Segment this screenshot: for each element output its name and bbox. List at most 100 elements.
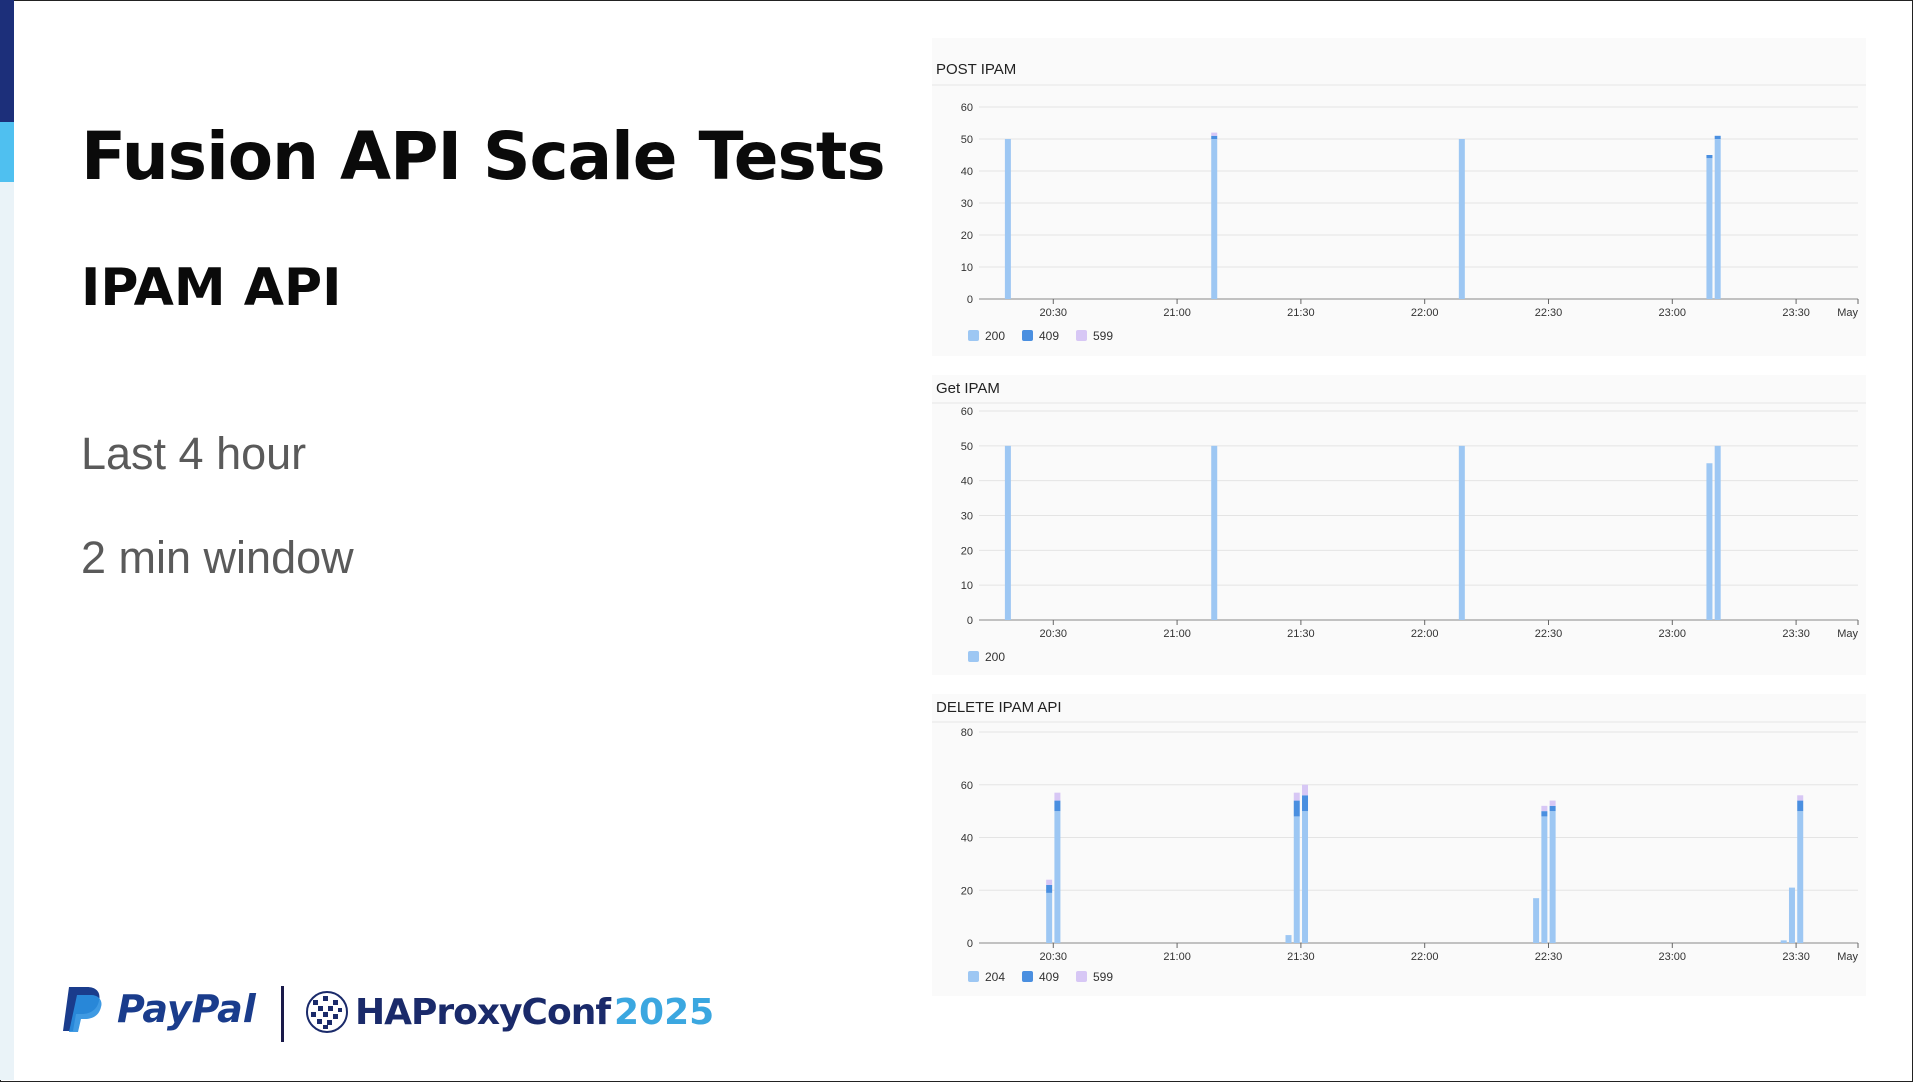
bar-409 xyxy=(1541,811,1548,817)
bar-204 xyxy=(1293,816,1300,943)
legend-label: 200 xyxy=(985,650,1005,664)
bar-204 xyxy=(1054,811,1061,943)
y-tick-label: 60 xyxy=(961,102,973,114)
delete-ipam-chart: DELETE IPAM API 0 20 40 60 80 20:30 21:00 21:30 2… xyxy=(932,699,1866,984)
bar-204 xyxy=(1285,935,1292,943)
bar-409 xyxy=(1302,795,1309,812)
paypal-wordmark: PayPal xyxy=(117,987,256,1031)
delete-ipam-chart-panel: DELETE IPAM API 0 20 40 60 80 20:30 21:00 21:30 2… xyxy=(932,694,1866,996)
bar-200 xyxy=(1004,445,1011,620)
y-tick-label: 0 xyxy=(967,615,973,627)
bar-409 xyxy=(1797,800,1804,812)
x-tick-label: 21:30 xyxy=(1287,307,1315,319)
accent-bar-light xyxy=(0,122,14,182)
bar-599 xyxy=(1541,805,1548,812)
bar-204 xyxy=(1780,940,1787,943)
y-tick-label: 50 xyxy=(961,134,973,146)
x-tick-label: 21:00 xyxy=(1163,307,1191,319)
x-tick-label: 21:00 xyxy=(1163,628,1191,640)
legend-swatch xyxy=(1076,971,1087,982)
x-tick-label: 23:00 xyxy=(1659,628,1687,640)
conference-year: 2025 xyxy=(614,991,715,1033)
bar-204 xyxy=(1788,887,1795,943)
y-tick-label: 20 xyxy=(961,230,973,242)
bar-599 xyxy=(1549,800,1556,806)
x-tick-label: 21:30 xyxy=(1287,628,1315,640)
x-tick-label: 23:00 xyxy=(1659,307,1687,319)
x-tick-label: May xyxy=(1837,307,1858,319)
x-tick-label: 23:30 xyxy=(1782,307,1810,319)
legend-label: 599 xyxy=(1093,329,1113,343)
chart-title: POST IPAM xyxy=(936,61,1016,78)
legend-swatch xyxy=(1022,330,1033,341)
post-ipam-chart: POST IPAM 0 10 20 30 40 50 60 20:30 21:00 21:30 22:… xyxy=(932,61,1866,343)
footer-divider xyxy=(281,986,284,1042)
bar-200 xyxy=(1458,445,1465,620)
y-tick-label: 20 xyxy=(961,545,973,557)
bar-204 xyxy=(1046,892,1053,943)
bar-204 xyxy=(1797,811,1804,943)
x-tick-label: 22:00 xyxy=(1411,951,1439,963)
y-tick-label: 10 xyxy=(961,262,973,274)
bar-200 xyxy=(1004,139,1011,299)
x-tick-label: 23:00 xyxy=(1659,951,1687,963)
x-tick-label: May xyxy=(1837,628,1858,640)
bar-599 xyxy=(1046,879,1053,885)
x-tick-label: 21:30 xyxy=(1287,951,1315,963)
x-tick-label: 20:30 xyxy=(1040,628,1068,640)
paypal-p-icon xyxy=(63,987,102,1032)
y-tick-label: 80 xyxy=(961,727,973,739)
accent-bar-pale xyxy=(0,182,14,1080)
chart-title: Get IPAM xyxy=(936,380,1000,397)
bar-204 xyxy=(1533,898,1540,943)
slide-title: Fusion API Scale Tests xyxy=(81,118,886,195)
bar-200 xyxy=(1706,158,1713,299)
y-tick-label: 0 xyxy=(967,294,973,306)
bar-409 xyxy=(1211,135,1218,139)
y-tick-label: 60 xyxy=(961,406,973,418)
x-tick-label: 23:30 xyxy=(1782,951,1810,963)
legend-label: 599 xyxy=(1093,970,1113,984)
x-tick-label: 20:30 xyxy=(1040,951,1068,963)
x-tick-label: 22:00 xyxy=(1411,628,1439,640)
window-note: 2 min window xyxy=(81,532,354,583)
y-tick-label: 40 xyxy=(961,833,973,845)
x-tick-label: 22:00 xyxy=(1411,307,1439,319)
haproxyconf-logo: HAProxyConf 2025 xyxy=(305,990,714,1034)
x-tick-label: 23:30 xyxy=(1782,628,1810,640)
bar-200 xyxy=(1458,139,1465,299)
chart-title: DELETE IPAM API xyxy=(936,699,1062,716)
bar-200 xyxy=(1714,139,1721,299)
bar-599 xyxy=(1797,795,1804,801)
y-tick-label: 60 xyxy=(961,780,973,792)
accent-bar-dark xyxy=(0,0,14,122)
bar-200 xyxy=(1706,463,1713,620)
bar-409 xyxy=(1046,884,1053,893)
y-tick-label: 0 xyxy=(967,938,973,950)
bar-409 xyxy=(1706,155,1713,159)
legend-swatch xyxy=(968,330,979,341)
legend-swatch xyxy=(1076,330,1087,341)
time-range-note: Last 4 hour xyxy=(81,428,307,479)
bar-200 xyxy=(1211,445,1218,620)
legend-swatch xyxy=(1022,971,1033,982)
legend-label: 409 xyxy=(1039,970,1059,984)
paypal-logo: PayPal xyxy=(61,985,256,1033)
slide-subtitle: IPAM API xyxy=(81,258,342,318)
globe-icon xyxy=(306,991,348,1033)
x-tick-label: May xyxy=(1837,951,1858,963)
legend-label: 200 xyxy=(985,329,1005,343)
bar-599 xyxy=(1211,132,1218,136)
bar-409 xyxy=(1549,805,1556,812)
legend-swatch xyxy=(968,971,979,982)
x-tick-label: 20:30 xyxy=(1040,307,1068,319)
y-tick-label: 40 xyxy=(961,166,973,178)
legend-label: 204 xyxy=(985,970,1005,984)
bar-204 xyxy=(1302,811,1309,943)
y-tick-label: 50 xyxy=(961,441,973,453)
y-tick-label: 20 xyxy=(961,885,973,897)
haproxyconf-wordmark: HAProxyConf xyxy=(355,991,611,1033)
y-tick-label: 30 xyxy=(961,511,973,523)
bar-204 xyxy=(1549,811,1556,943)
bar-200 xyxy=(1211,139,1218,299)
